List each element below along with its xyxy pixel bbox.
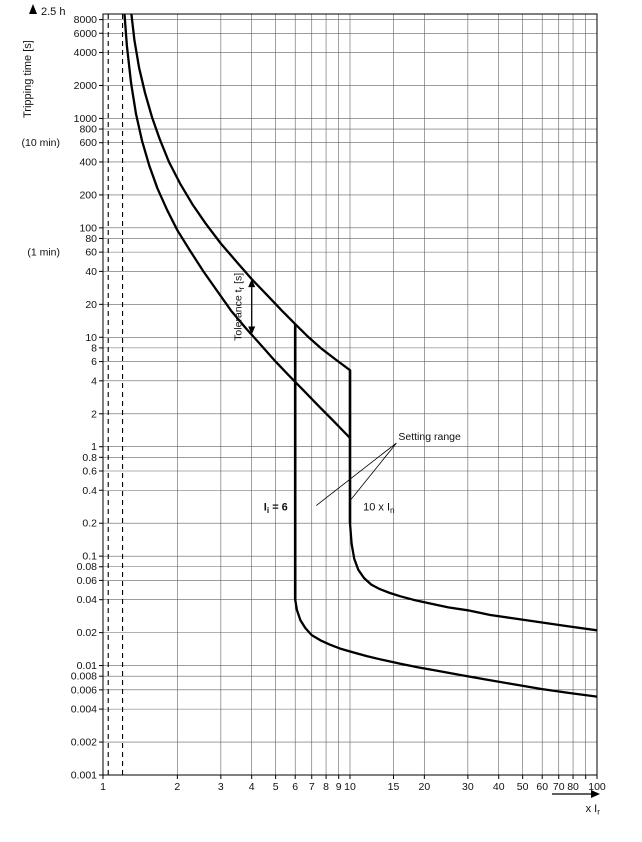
y-axis-label: Tripping time [s] [22,40,34,118]
y-tick-label: 0.001 [71,770,97,782]
y-tick-label: 2 [91,408,97,420]
y-tick-label: 1000 [74,113,98,125]
tolerance-arrowhead-up-icon [248,279,256,288]
x-tick-label: 9 [336,781,342,793]
x-tick-label: 3 [218,781,224,793]
x-tick-label: 70 [553,781,565,793]
y-tick-label: 0.8 [82,452,97,464]
y-tick-label: 80 [85,233,97,245]
in-setting-label: 10 x In [363,502,395,516]
curve-upper-tolerance-thermal [130,14,352,372]
setting-range-leader [350,442,397,500]
x-tick-label: 1 [100,781,106,793]
curve-lower-tolerance-thermal [123,14,352,440]
y-tick-label: 8000 [74,14,98,26]
setting-range-label: Setting range [398,431,461,443]
y-tick-label: 40 [85,266,97,278]
ii-setting-label: Ii = 6 [264,502,288,516]
y-tick-label: 6 [91,356,97,368]
y-tick-label: 20 [85,299,97,311]
y-side-label: (1 min) [27,247,60,259]
y-tick-label: 200 [79,189,97,201]
y-tick-label: 0.06 [77,575,98,587]
x-tick-label: 6 [292,781,298,793]
y-tick-label: 0.006 [71,684,97,696]
y-tick-label: 0.6 [82,465,97,477]
x-tick-label: 100 [588,781,606,793]
y-tick-label: 0.4 [82,485,97,497]
y-tick-label: 0.04 [77,594,98,606]
x-tick-label: 5 [273,781,279,793]
y-tick-label: 0.08 [77,561,98,573]
y-tick-label: 60 [85,247,97,259]
y-tick-label: 8 [91,342,97,354]
y-tick-label: 800 [79,124,97,136]
y-tick-label: 4 [91,375,97,387]
y-tick-label: 2000 [74,80,98,92]
x-tick-label: 80 [567,781,579,793]
tolerance-label: Tolerance tr [s] [233,273,247,341]
y-tick-label: 600 [79,137,97,149]
x-tick-label: 40 [493,781,505,793]
setting-range-leader [315,442,397,506]
x-tick-label: 8 [323,781,329,793]
y-tick-label: 6000 [74,28,98,40]
x-tick-label: 2 [174,781,180,793]
tolerance-arrowhead-down-icon [248,326,256,335]
y-tick-label: 0.004 [71,704,97,716]
x-tick-label: 10 [344,781,356,793]
y-tick-label: 0.2 [82,518,97,530]
y-tick-label: 0.02 [77,627,98,639]
curve-lower-instantaneous [294,598,597,698]
x-tick-label: 60 [536,781,548,793]
y-tick-label: 0.01 [77,660,98,672]
x-tick-label: 7 [309,781,315,793]
y-tick-label: 0.008 [71,671,97,683]
y-tick-label: 10 [85,332,97,344]
x-axis-label: x Ir [586,803,601,817]
y-side-label: (10 min) [21,137,60,149]
y-axis-top-label: 2.5 h [41,6,65,18]
y-tick-label: 4000 [74,47,98,59]
x-tick-label: 50 [517,781,529,793]
y-tick-label: 400 [79,156,97,168]
y-tick-label: 0.002 [71,737,97,749]
x-tick-label: 30 [462,781,474,793]
y-tick-label: 0.1 [82,551,97,563]
y-axis-arrow-icon [29,4,37,14]
y-tick-label: 1 [91,441,97,453]
x-tick-label: 20 [419,781,431,793]
curve-upper-instantaneous [348,522,597,632]
x-tick-label: 4 [249,781,255,793]
y-tick-label: 100 [79,222,97,234]
x-axis-arrow-icon [591,790,600,798]
x-tick-label: 15 [388,781,400,793]
